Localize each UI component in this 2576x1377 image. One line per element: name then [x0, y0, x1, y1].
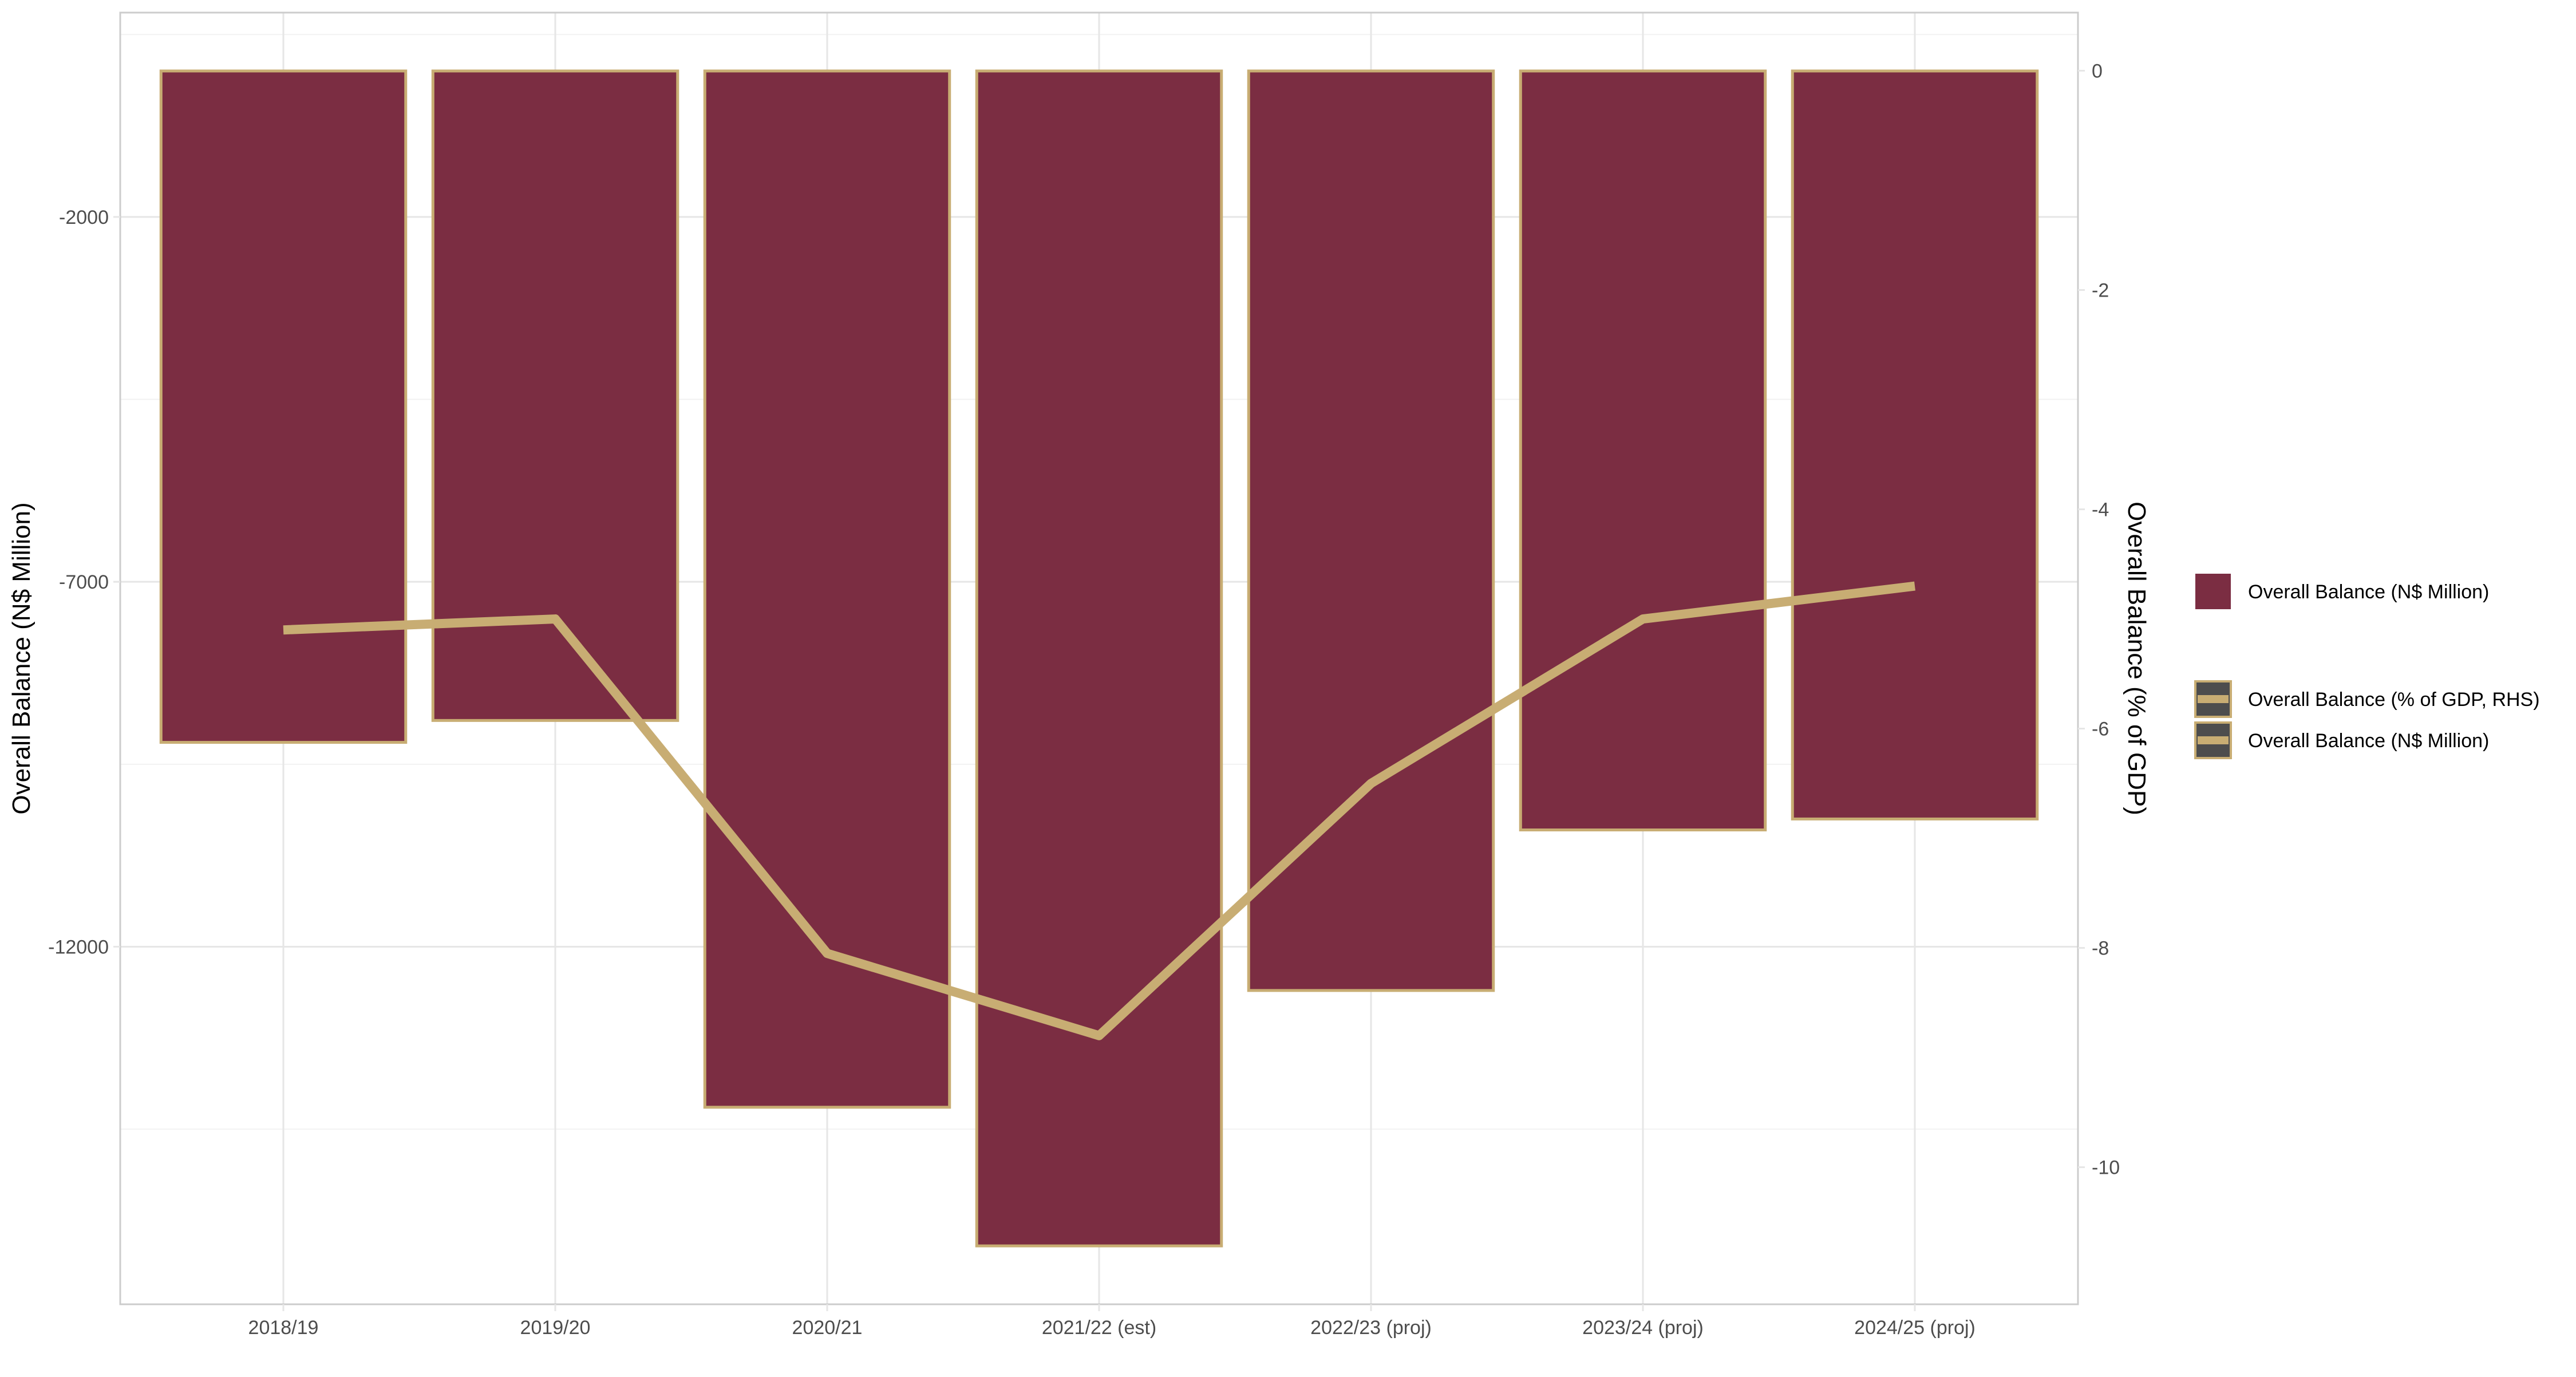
legend-item-line-2: Overall Balance (N$ Million) [2195, 723, 2489, 758]
bar-2023-24-proj- [1520, 71, 1765, 830]
bar-2024-25-proj- [1792, 71, 2037, 819]
y-axis-title: Overall Balance (N$ Million) [7, 502, 35, 814]
bar-2018-19 [161, 71, 406, 743]
bar-2022-23-proj- [1249, 71, 1494, 991]
x-tick-label: 2019/20 [520, 1317, 591, 1339]
y2-tick-label: -10 [2092, 1157, 2120, 1179]
legend-label: Overall Balance (N$ Million) [2248, 730, 2489, 752]
bars-layer [161, 71, 2037, 1246]
y2-tick-label: -2 [2092, 280, 2109, 302]
y-tick-label: -7000 [59, 571, 109, 593]
legend-key-bar [2195, 574, 2231, 609]
y2-tick-label: 0 [2092, 61, 2103, 82]
legend: Overall Balance (N$ Million) Overall Bala… [2195, 574, 2540, 758]
y-tick-label: -12000 [48, 936, 109, 958]
y-tick-label: -2000 [59, 207, 109, 228]
x-tick-label: 2024/25 (proj) [1854, 1317, 1976, 1339]
x-tick-label: 2023/24 (proj) [1582, 1317, 1704, 1339]
x-tick-label: 2020/21 [792, 1317, 863, 1339]
x-tick-label: 2022/23 (proj) [1310, 1317, 1432, 1339]
legend-label: Overall Balance (N$ Million) [2248, 581, 2489, 603]
y2-axis-title: Overall Balance (% of GDP) [2123, 502, 2151, 815]
legend-item-bar-0: Overall Balance (N$ Million) [2195, 574, 2489, 609]
legend-label: Overall Balance (% of GDP, RHS) [2248, 689, 2540, 711]
y2-tick-label: -4 [2092, 499, 2109, 521]
bar-2021-22-est- [977, 71, 1222, 1246]
x-tick-label: 2021/22 (est) [1042, 1317, 1156, 1339]
y2-tick-label: -8 [2092, 938, 2109, 960]
x-tick-label: 2018/19 [248, 1317, 319, 1339]
y2-tick-label: -6 [2092, 719, 2109, 740]
legend-item-line-1: Overall Balance (% of GDP, RHS) [2195, 681, 2540, 717]
